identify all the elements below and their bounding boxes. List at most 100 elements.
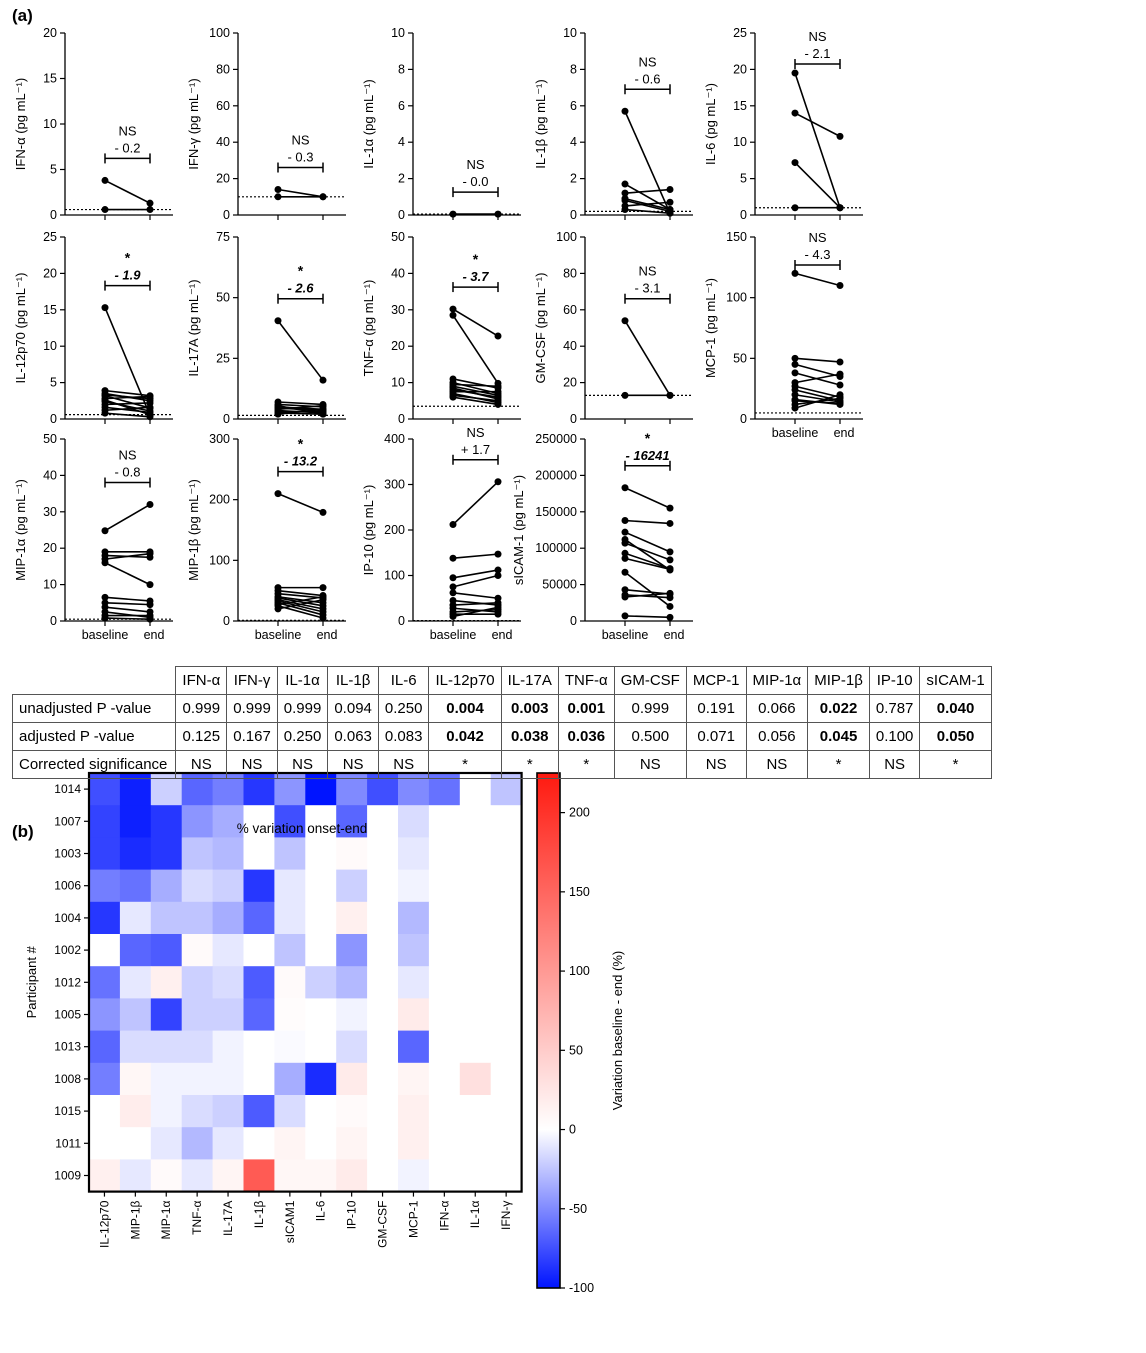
- series-line: [624, 487, 671, 509]
- plot-il17a: 0 25 50 75 IL-17A (pg mL⁻¹) - 2.6 *: [186, 230, 346, 426]
- heatmap-cell: [150, 998, 183, 1032]
- data-point: [791, 386, 799, 394]
- heatmap-cell: [490, 1127, 523, 1160]
- y-axis-label: IL-17A (pg mL⁻¹): [186, 279, 201, 376]
- difference-label: - 16241: [625, 448, 669, 463]
- difference-label: - 2.6: [287, 281, 314, 296]
- data-point: [449, 210, 457, 218]
- heatmap-cell: [459, 837, 492, 871]
- pvalue-table: IFN-α IFN-γ IL-1α IL-1β IL-6 IL-12p70 IL-17A TN…: [11, 666, 992, 779]
- series-line: [277, 404, 324, 411]
- heatmap-cell: [274, 837, 306, 871]
- series-line: [452, 385, 499, 397]
- heatmap-cell: [336, 1095, 368, 1128]
- data-point: [449, 388, 457, 396]
- heatmap-cell: [274, 966, 306, 999]
- difference-label: - 0.6: [634, 71, 660, 86]
- difference-label: + 1.7: [461, 442, 490, 457]
- heatmap-cell: [181, 805, 214, 838]
- column-label: TNF-α: [190, 1201, 204, 1235]
- table-cell: NS: [226, 750, 278, 779]
- series-line: [794, 112, 841, 138]
- series-line: [624, 557, 671, 571]
- column-header: GM-CSF: [613, 666, 687, 695]
- heatmap-cell: [398, 966, 430, 999]
- colorbar-label: Variation baseline - end (%): [610, 951, 625, 1110]
- heatmap-cell: [89, 1159, 121, 1193]
- significance-label: NS: [118, 448, 136, 463]
- data-point: [836, 400, 844, 408]
- heatmap-cell: [367, 1095, 399, 1128]
- series-line: [624, 208, 671, 214]
- data-point: [621, 612, 629, 620]
- y-tick-label: 0: [570, 208, 577, 222]
- heatmap-cell: [119, 1062, 152, 1096]
- heatmap-cell: [490, 1062, 523, 1096]
- heatmap-cell: [367, 901, 399, 935]
- y-tick-label: 4: [570, 135, 577, 149]
- heatmap-cell: [243, 966, 275, 999]
- heatmap-cell: [274, 934, 306, 967]
- series-line: [452, 553, 499, 560]
- y-tick-label: 6: [398, 99, 405, 113]
- data-point: [621, 484, 629, 492]
- column-header: IL-1α: [276, 666, 329, 695]
- heatmap-cell: [428, 837, 461, 871]
- data-point: [319, 584, 327, 592]
- data-point: [494, 400, 502, 408]
- column-header: sICAM-1: [919, 666, 992, 695]
- y-tick-label: 10: [733, 135, 747, 149]
- series-line: [452, 591, 499, 600]
- heatmap-cell: [274, 1062, 306, 1096]
- heatmap-cell: [274, 1159, 306, 1193]
- heatmap-cell: [150, 901, 183, 935]
- data-point: [319, 596, 327, 604]
- series-line: [794, 398, 841, 406]
- y-tick-label: 60: [563, 303, 577, 317]
- heatmap-cell: [181, 1062, 214, 1096]
- table-cell: NS: [377, 750, 430, 779]
- heatmap-cell: [398, 901, 430, 935]
- y-tick-label: 80: [563, 266, 577, 280]
- data-point: [666, 565, 674, 573]
- y-axis-label: IL-6 (pg mL⁻¹): [703, 83, 718, 165]
- data-point: [274, 186, 282, 194]
- data-point: [666, 206, 674, 214]
- y-tick-label: 10: [391, 376, 405, 390]
- heatmap-cell: [367, 1127, 399, 1160]
- data-point: [101, 559, 109, 567]
- data-point: [494, 210, 502, 218]
- heatmap-cell: [459, 901, 492, 935]
- data-point: [836, 370, 844, 378]
- y-tick-label: 100000: [535, 541, 577, 555]
- y-tick-label: 4: [398, 135, 405, 149]
- table-cell: 0.071: [685, 722, 747, 751]
- difference-label: - 0.3: [287, 150, 313, 165]
- data-point: [146, 601, 154, 609]
- y-tick-label: 5: [50, 376, 57, 390]
- y-tick-label: 2: [398, 172, 405, 186]
- table-cell: 0.038: [500, 722, 559, 751]
- data-point: [621, 517, 629, 525]
- y-tick-label: 40: [43, 468, 57, 482]
- series-line: [794, 373, 841, 384]
- difference-label: - 3.1: [634, 281, 660, 296]
- y-tick-label: 20: [391, 339, 405, 353]
- column-label: MIP-1α: [159, 1201, 173, 1240]
- y-tick-label: 8: [398, 62, 405, 76]
- heatmap-cell: [305, 869, 337, 903]
- data-point: [621, 539, 629, 547]
- x-tick-label: end: [834, 426, 855, 440]
- series-line: [104, 179, 151, 204]
- heatmap-cell: [490, 998, 523, 1032]
- data-point: [494, 382, 502, 390]
- series-line: [452, 481, 499, 526]
- column-label: IFN-α: [437, 1201, 451, 1231]
- y-tick-label: 50: [216, 291, 230, 305]
- y-tick-label: 10: [43, 117, 57, 131]
- table-cell: 0.250: [276, 722, 329, 751]
- series-line: [452, 599, 499, 606]
- y-tick-label: 10: [43, 578, 57, 592]
- column-header: TNF-α: [557, 666, 615, 695]
- heatmap-cell: [490, 1030, 523, 1064]
